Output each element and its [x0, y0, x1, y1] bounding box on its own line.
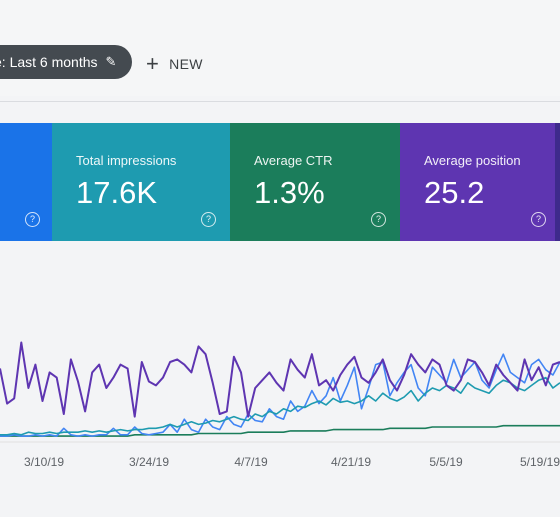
- metric-card-average-position[interactable]: Average position 25.2 ?: [400, 123, 560, 241]
- card-edge: [555, 123, 560, 241]
- plus-icon: +: [146, 51, 160, 76]
- help-icon[interactable]: ?: [201, 212, 216, 227]
- x-tick-label: 5/19/19: [520, 455, 560, 469]
- performance-chart: 3/10/19 3/24/19 4/7/19 4/21/19 5/5/19 5/19/19: [0, 250, 560, 512]
- x-tick-label: 5/5/19: [429, 455, 463, 469]
- edit-pencil-icon[interactable]: ✎: [105, 54, 117, 69]
- chart-svg: 3/10/19 3/24/19 4/7/19 4/21/19 5/5/19 5/19/19: [0, 341, 560, 469]
- metric-label: Average position: [424, 153, 521, 168]
- metric-card-total-impressions[interactable]: Total impressions 17.6K ?: [52, 123, 230, 241]
- metric-cards: ? Total impressions 17.6K ? Average CTR …: [0, 123, 560, 241]
- help-icon[interactable]: ?: [371, 212, 386, 227]
- metric-card-average-ctr[interactable]: Average CTR 1.3% ?: [230, 123, 400, 241]
- series-line-2: [0, 353, 560, 437]
- x-tick-label: 4/21/19: [331, 455, 371, 469]
- new-filter-button[interactable]: + NEW: [146, 51, 203, 77]
- series-line-0: [0, 341, 560, 418]
- metric-value: 1.3%: [254, 175, 325, 210]
- x-tick-label: 3/24/19: [129, 455, 169, 469]
- series-line-1: [0, 376, 560, 436]
- metric-label: Average CTR: [254, 153, 333, 168]
- metric-card-total-clicks[interactable]: ?: [0, 123, 52, 241]
- toolbar-divider: [0, 101, 560, 102]
- x-tick-label: 3/10/19: [24, 455, 64, 469]
- help-icon[interactable]: ?: [531, 212, 546, 227]
- metric-label: Total impressions: [76, 153, 177, 168]
- help-icon[interactable]: ?: [25, 212, 40, 227]
- metric-value: 25.2: [424, 175, 485, 210]
- date-range-chip[interactable]: e: Last 6 months ✎: [0, 45, 133, 79]
- x-tick-label: 4/7/19: [234, 455, 268, 469]
- new-button-label: NEW: [169, 56, 203, 72]
- date-range-label: e: Last 6 months: [0, 54, 98, 70]
- top-toolbar: e: Last 6 months ✎ + NEW: [0, 0, 560, 96]
- metric-value: 17.6K: [76, 175, 158, 210]
